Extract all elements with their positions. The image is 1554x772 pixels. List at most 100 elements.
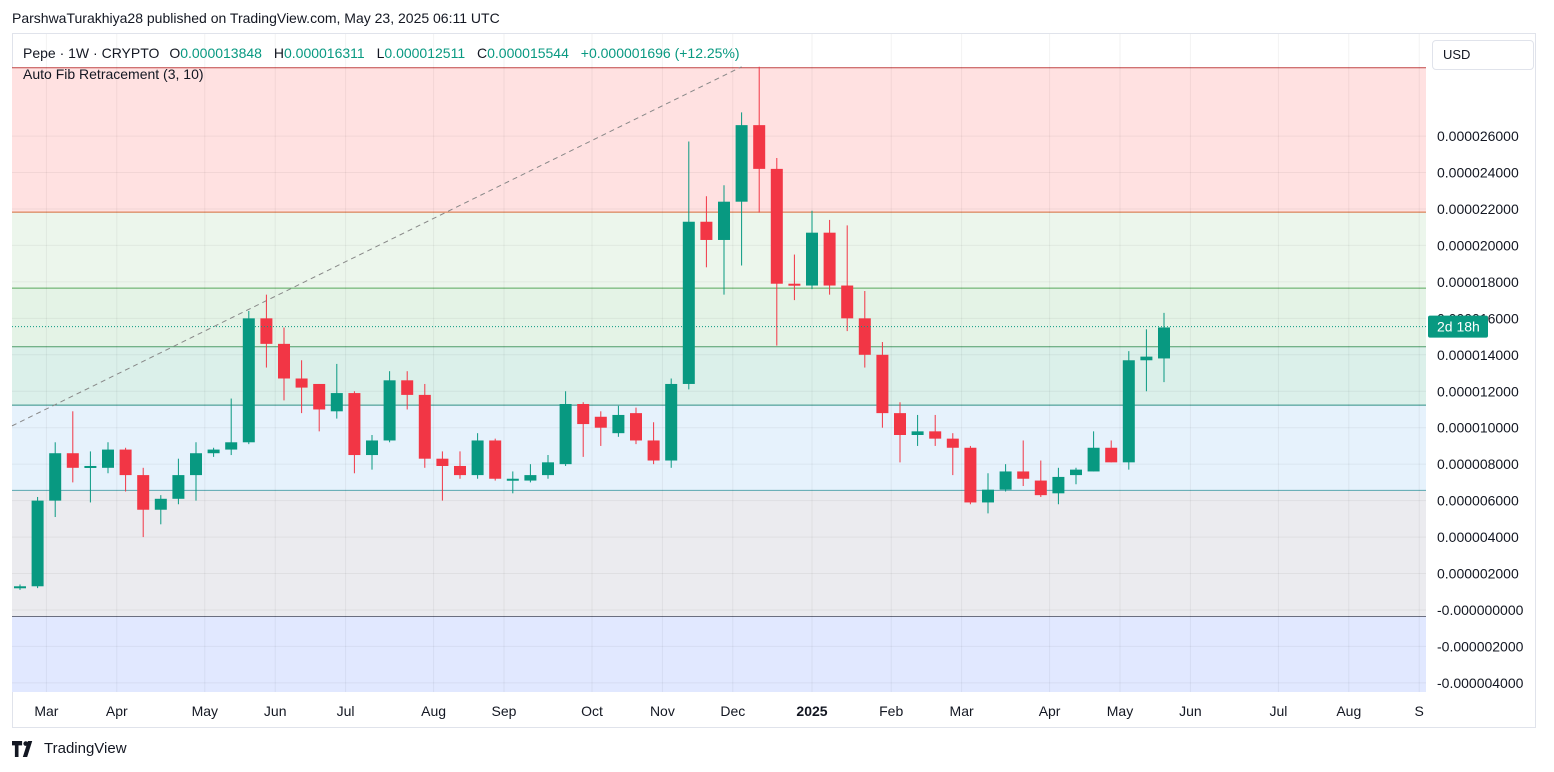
candle[interactable] <box>594 411 607 446</box>
candle[interactable] <box>436 451 449 501</box>
time-tick-label: Apr <box>1039 703 1061 719</box>
candle-body <box>418 394 431 459</box>
candle[interactable] <box>753 66 766 213</box>
close-value: 0.000015544 <box>487 45 569 61</box>
candle[interactable] <box>190 442 202 501</box>
candle[interactable] <box>278 327 290 401</box>
candle-body <box>823 232 836 286</box>
candle[interactable] <box>858 291 871 368</box>
candle[interactable] <box>700 196 713 268</box>
candle-body <box>489 440 502 479</box>
indicator-legend[interactable]: Auto Fib Retracement (3, 10) <box>23 66 204 82</box>
candle[interactable] <box>119 447 132 492</box>
candle[interactable] <box>383 371 396 443</box>
candle[interactable] <box>172 458 185 505</box>
price-tick-label: -0.000004000 <box>1437 675 1524 691</box>
candle[interactable] <box>999 464 1012 492</box>
candle[interactable] <box>1122 351 1135 470</box>
candle[interactable] <box>102 442 114 474</box>
time-tick-label: Jul <box>1269 703 1287 719</box>
candle-body <box>929 431 942 439</box>
candle-body <box>295 378 308 388</box>
candle[interactable] <box>137 467 150 538</box>
candle-body <box>66 453 79 468</box>
candle[interactable] <box>1087 431 1100 472</box>
candle[interactable] <box>612 405 625 437</box>
candle[interactable] <box>49 442 62 518</box>
countdown-badge: 2d 18h <box>1428 315 1488 338</box>
candle-body <box>1105 447 1118 463</box>
candle[interactable] <box>330 363 343 419</box>
candle-body <box>471 440 484 476</box>
candle[interactable] <box>207 447 220 457</box>
candle[interactable] <box>242 311 255 445</box>
candles[interactable] <box>14 66 1170 590</box>
candle[interactable] <box>559 391 572 466</box>
footer-brand[interactable]: TradingView <box>12 740 127 757</box>
candle[interactable] <box>225 398 238 456</box>
candle[interactable] <box>524 464 537 483</box>
candle[interactable] <box>806 210 818 290</box>
high-value: 0.000016311 <box>283 45 365 61</box>
candle[interactable] <box>964 445 977 505</box>
price-axis[interactable]: 0.000026000 0.000024000 0.000022000 0.00002… <box>1437 128 1524 691</box>
candle[interactable] <box>718 185 730 295</box>
open-value: 0.000013848 <box>180 45 262 61</box>
candle[interactable] <box>506 471 519 494</box>
candle-body <box>700 221 713 240</box>
candle-body <box>102 449 114 468</box>
candle[interactable] <box>577 402 590 457</box>
candle[interactable] <box>454 451 466 479</box>
candle[interactable] <box>823 219 836 295</box>
candle-body <box>366 440 378 456</box>
candle[interactable] <box>66 411 79 483</box>
candle[interactable] <box>894 402 906 463</box>
candle[interactable] <box>401 371 414 410</box>
candle[interactable] <box>735 112 748 266</box>
time-axis[interactable]: Mar Apr May Jun Jul Aug Sep Oct Nov Dec 2025 Feb Mar… <box>34 703 1424 719</box>
candle[interactable] <box>682 141 695 390</box>
candle-body <box>14 586 26 589</box>
candle[interactable] <box>665 378 678 468</box>
candle[interactable] <box>31 496 44 589</box>
candle[interactable] <box>946 433 959 476</box>
candle[interactable] <box>313 383 326 432</box>
candle[interactable] <box>418 383 431 468</box>
candle-body <box>647 440 660 461</box>
candle[interactable] <box>1105 440 1118 463</box>
candle[interactable] <box>348 391 361 474</box>
candle[interactable] <box>1034 460 1047 497</box>
candle[interactable] <box>929 414 942 446</box>
candle[interactable] <box>1140 329 1153 392</box>
candle[interactable] <box>788 254 801 301</box>
candle[interactable] <box>84 451 97 503</box>
candle[interactable] <box>154 495 167 525</box>
symbol-label[interactable]: Pepe · 1W · CRYPTO <box>23 45 160 61</box>
candle-body <box>1087 447 1100 472</box>
candle[interactable] <box>647 422 660 465</box>
candle[interactable] <box>982 473 994 514</box>
candle[interactable] <box>876 342 889 428</box>
candle-body <box>207 449 220 454</box>
candle[interactable] <box>542 455 554 479</box>
time-tick-label: Feb <box>879 703 903 719</box>
candle[interactable] <box>1158 312 1170 383</box>
candle-body <box>454 465 466 476</box>
candle[interactable] <box>260 294 273 368</box>
candle[interactable] <box>911 414 924 446</box>
candle[interactable] <box>770 157 783 346</box>
candle[interactable] <box>841 225 854 332</box>
candle[interactable] <box>471 433 484 479</box>
candle[interactable] <box>14 584 26 590</box>
candle[interactable] <box>1052 467 1065 505</box>
candle-body <box>770 168 783 284</box>
price-tick-label: 0.000008000 <box>1437 456 1519 472</box>
currency-selector[interactable]: USD <box>1432 40 1534 70</box>
candle[interactable] <box>489 438 502 481</box>
candle[interactable] <box>1017 440 1030 487</box>
candle[interactable] <box>366 434 378 470</box>
candle[interactable] <box>295 360 308 414</box>
candle[interactable] <box>1070 467 1082 485</box>
candle[interactable] <box>630 407 642 445</box>
